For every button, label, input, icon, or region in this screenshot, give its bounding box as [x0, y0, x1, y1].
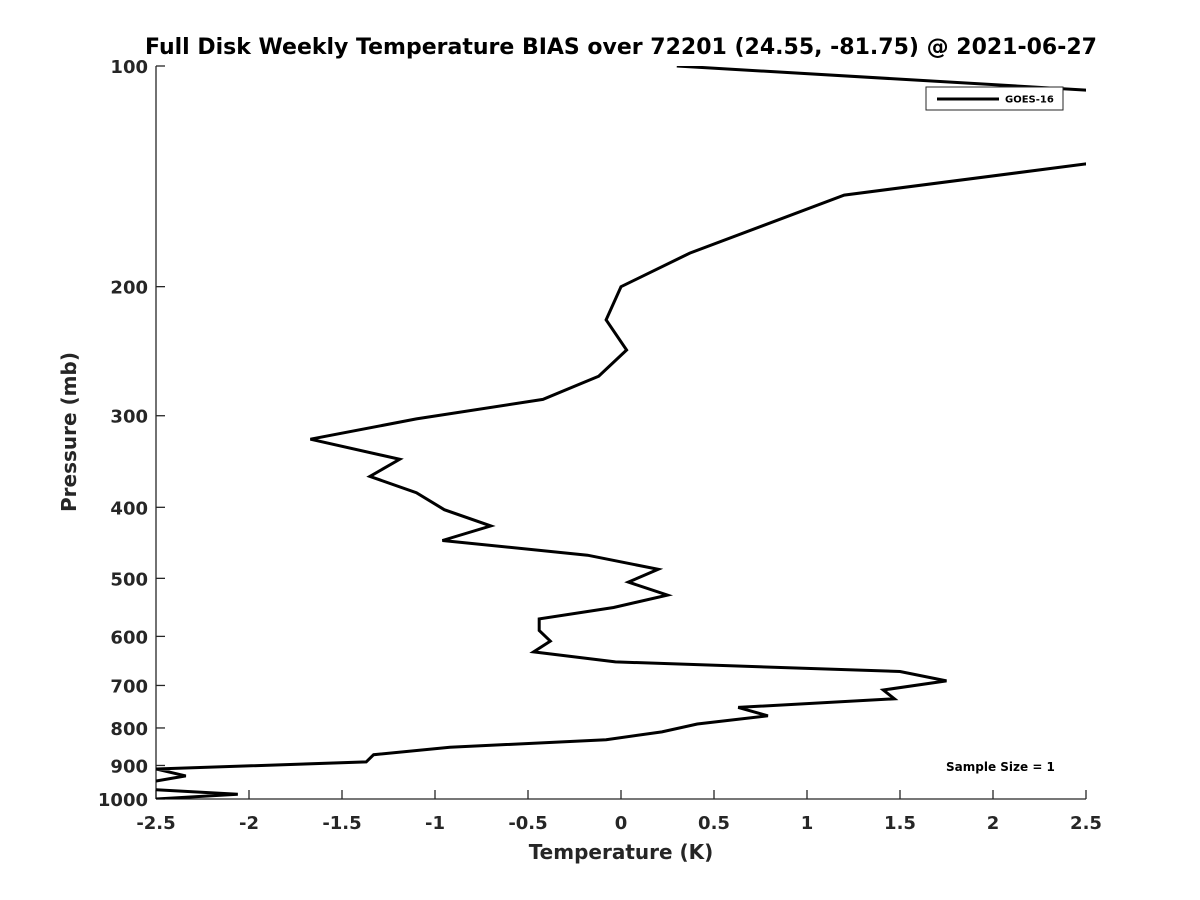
y-axis-label: Pressure (mb) — [57, 352, 81, 512]
x-tick-label: 1.5 — [884, 813, 916, 834]
x-tick-label: -2.5 — [136, 813, 175, 834]
x-axis-label: Temperature (K) — [529, 840, 714, 864]
chart-title: Full Disk Weekly Temperature BIAS over 7… — [145, 35, 1097, 60]
x-tick-label: -1.5 — [322, 813, 361, 834]
y-tick-label: 100 — [110, 57, 148, 78]
x-tick-label: -1 — [425, 813, 445, 834]
x-tick-label: -2 — [239, 813, 259, 834]
series-line-goes-16 — [156, 66, 1086, 799]
y-tick-label: 300 — [110, 407, 148, 428]
x-tick-label: 1 — [801, 813, 814, 834]
y-tick-label: 700 — [110, 676, 148, 697]
legend-label: GOES-16 — [1005, 95, 1054, 106]
x-tick-label: 2.5 — [1070, 813, 1102, 834]
x-tick-label: -0.5 — [508, 813, 547, 834]
y-tick-label: 1000 — [98, 790, 148, 811]
y-axis-ticks: 100 200 300 400 500 600 700 800 900 1000 — [98, 57, 165, 811]
y-tick-label: 900 — [110, 756, 148, 777]
x-tick-label: 2 — [987, 813, 1000, 834]
y-tick-label: 400 — [110, 498, 148, 519]
x-axis-ticks: -2.5 -2 -1.5 -1 -0.5 0 0.5 1 1.5 2 2.5 — [136, 790, 1102, 834]
y-tick-label: 200 — [110, 278, 148, 299]
legend: GOES-16 — [925, 86, 1064, 111]
x-tick-label: 0 — [615, 813, 628, 834]
sample-size-annotation: Sample Size = 1 — [946, 760, 1055, 774]
x-tick-label: 0.5 — [698, 813, 730, 834]
y-tick-label: 800 — [110, 719, 148, 740]
y-tick-label: 600 — [110, 627, 148, 648]
y-tick-label: 500 — [110, 569, 148, 590]
